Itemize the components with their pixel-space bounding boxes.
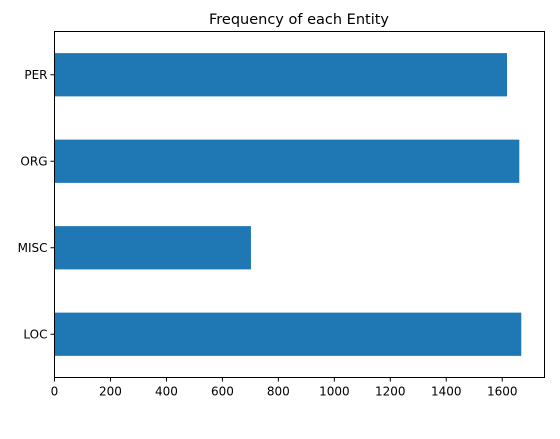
x-tick-label: 1000 xyxy=(319,385,350,399)
bar-misc xyxy=(54,226,251,270)
y-tick-label: PER xyxy=(24,68,47,82)
y-tick-label: LOC xyxy=(23,327,47,341)
x-tick-label: 1400 xyxy=(431,385,462,399)
chart-title: Frequency of each Entity xyxy=(209,12,389,28)
x-tick-label: 400 xyxy=(155,385,178,399)
y-tick-label: MISC xyxy=(18,241,48,255)
x-tick-label: 800 xyxy=(267,385,290,399)
x-tick-label: 0 xyxy=(51,385,59,399)
y-tick-label: ORG xyxy=(20,154,47,168)
bar-loc xyxy=(54,312,522,356)
x-axis: 0 200 400 600 800 1000 1200 1400 1600 xyxy=(51,377,518,399)
bars-group xyxy=(54,53,522,356)
bar-per xyxy=(54,53,508,97)
plot-frame xyxy=(54,31,545,378)
x-tick-label: 600 xyxy=(211,385,234,399)
x-tick-label: 1200 xyxy=(375,385,406,399)
x-tick-label: 1600 xyxy=(487,385,518,399)
bar-org xyxy=(54,139,520,183)
x-tick-label: 200 xyxy=(99,385,122,399)
y-axis: LOC MISC ORG PER xyxy=(18,68,55,341)
